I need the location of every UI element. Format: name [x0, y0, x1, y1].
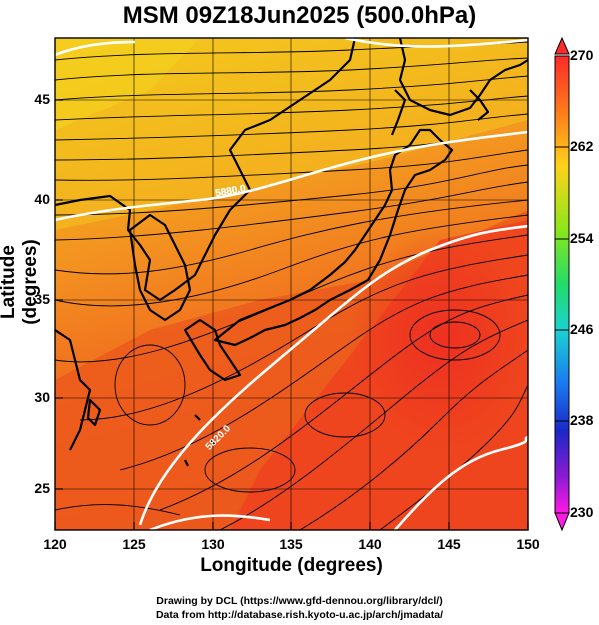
credit-data: Data from http://database.rish.kyoto-u.a… [155, 609, 444, 621]
contour-label-5880: 5880.0 [215, 183, 247, 199]
colorbar-tick-label: 254 [570, 230, 594, 246]
y-tick-label: 35 [34, 291, 50, 307]
colorbar-tick-label: 270 [570, 47, 594, 63]
x-tick-label: 125 [122, 536, 146, 552]
y-axis-label: Latitude (degrees) [0, 239, 41, 325]
credit-drawing: Drawing by DCL (https://www.gfd-dennou.o… [156, 595, 443, 607]
colorbar-tick-label: 238 [570, 412, 594, 428]
colorbar [554, 36, 570, 532]
height-contours [55, 38, 528, 530]
colorbar-tick-label: 230 [570, 504, 594, 520]
y-tick-label: 30 [34, 389, 50, 405]
colorbar-scale [554, 55, 570, 514]
y-tick-label: 25 [34, 480, 50, 496]
x-tick-label: 150 [516, 536, 540, 552]
x-tick-label: 130 [201, 536, 225, 552]
x-tick-label: 120 [43, 536, 67, 552]
tick-marks [54, 99, 529, 530]
colorbar-tick-label: 262 [570, 138, 594, 154]
y-tick-label: 40 [34, 191, 50, 207]
x-tick-label: 140 [358, 536, 382, 552]
x-axis-label: Longitude (degrees) [200, 555, 383, 576]
map-title: MSM 09Z18Jun2025 (500.0hPa) [122, 2, 477, 29]
y-tick-label: 45 [34, 91, 50, 107]
x-tick-label: 145 [437, 536, 461, 552]
colorbar-tick-label: 246 [570, 321, 594, 337]
x-tick-label: 135 [279, 536, 303, 552]
colorbar-min-arrow [554, 512, 570, 532]
colorbar-max-arrow [554, 36, 570, 55]
